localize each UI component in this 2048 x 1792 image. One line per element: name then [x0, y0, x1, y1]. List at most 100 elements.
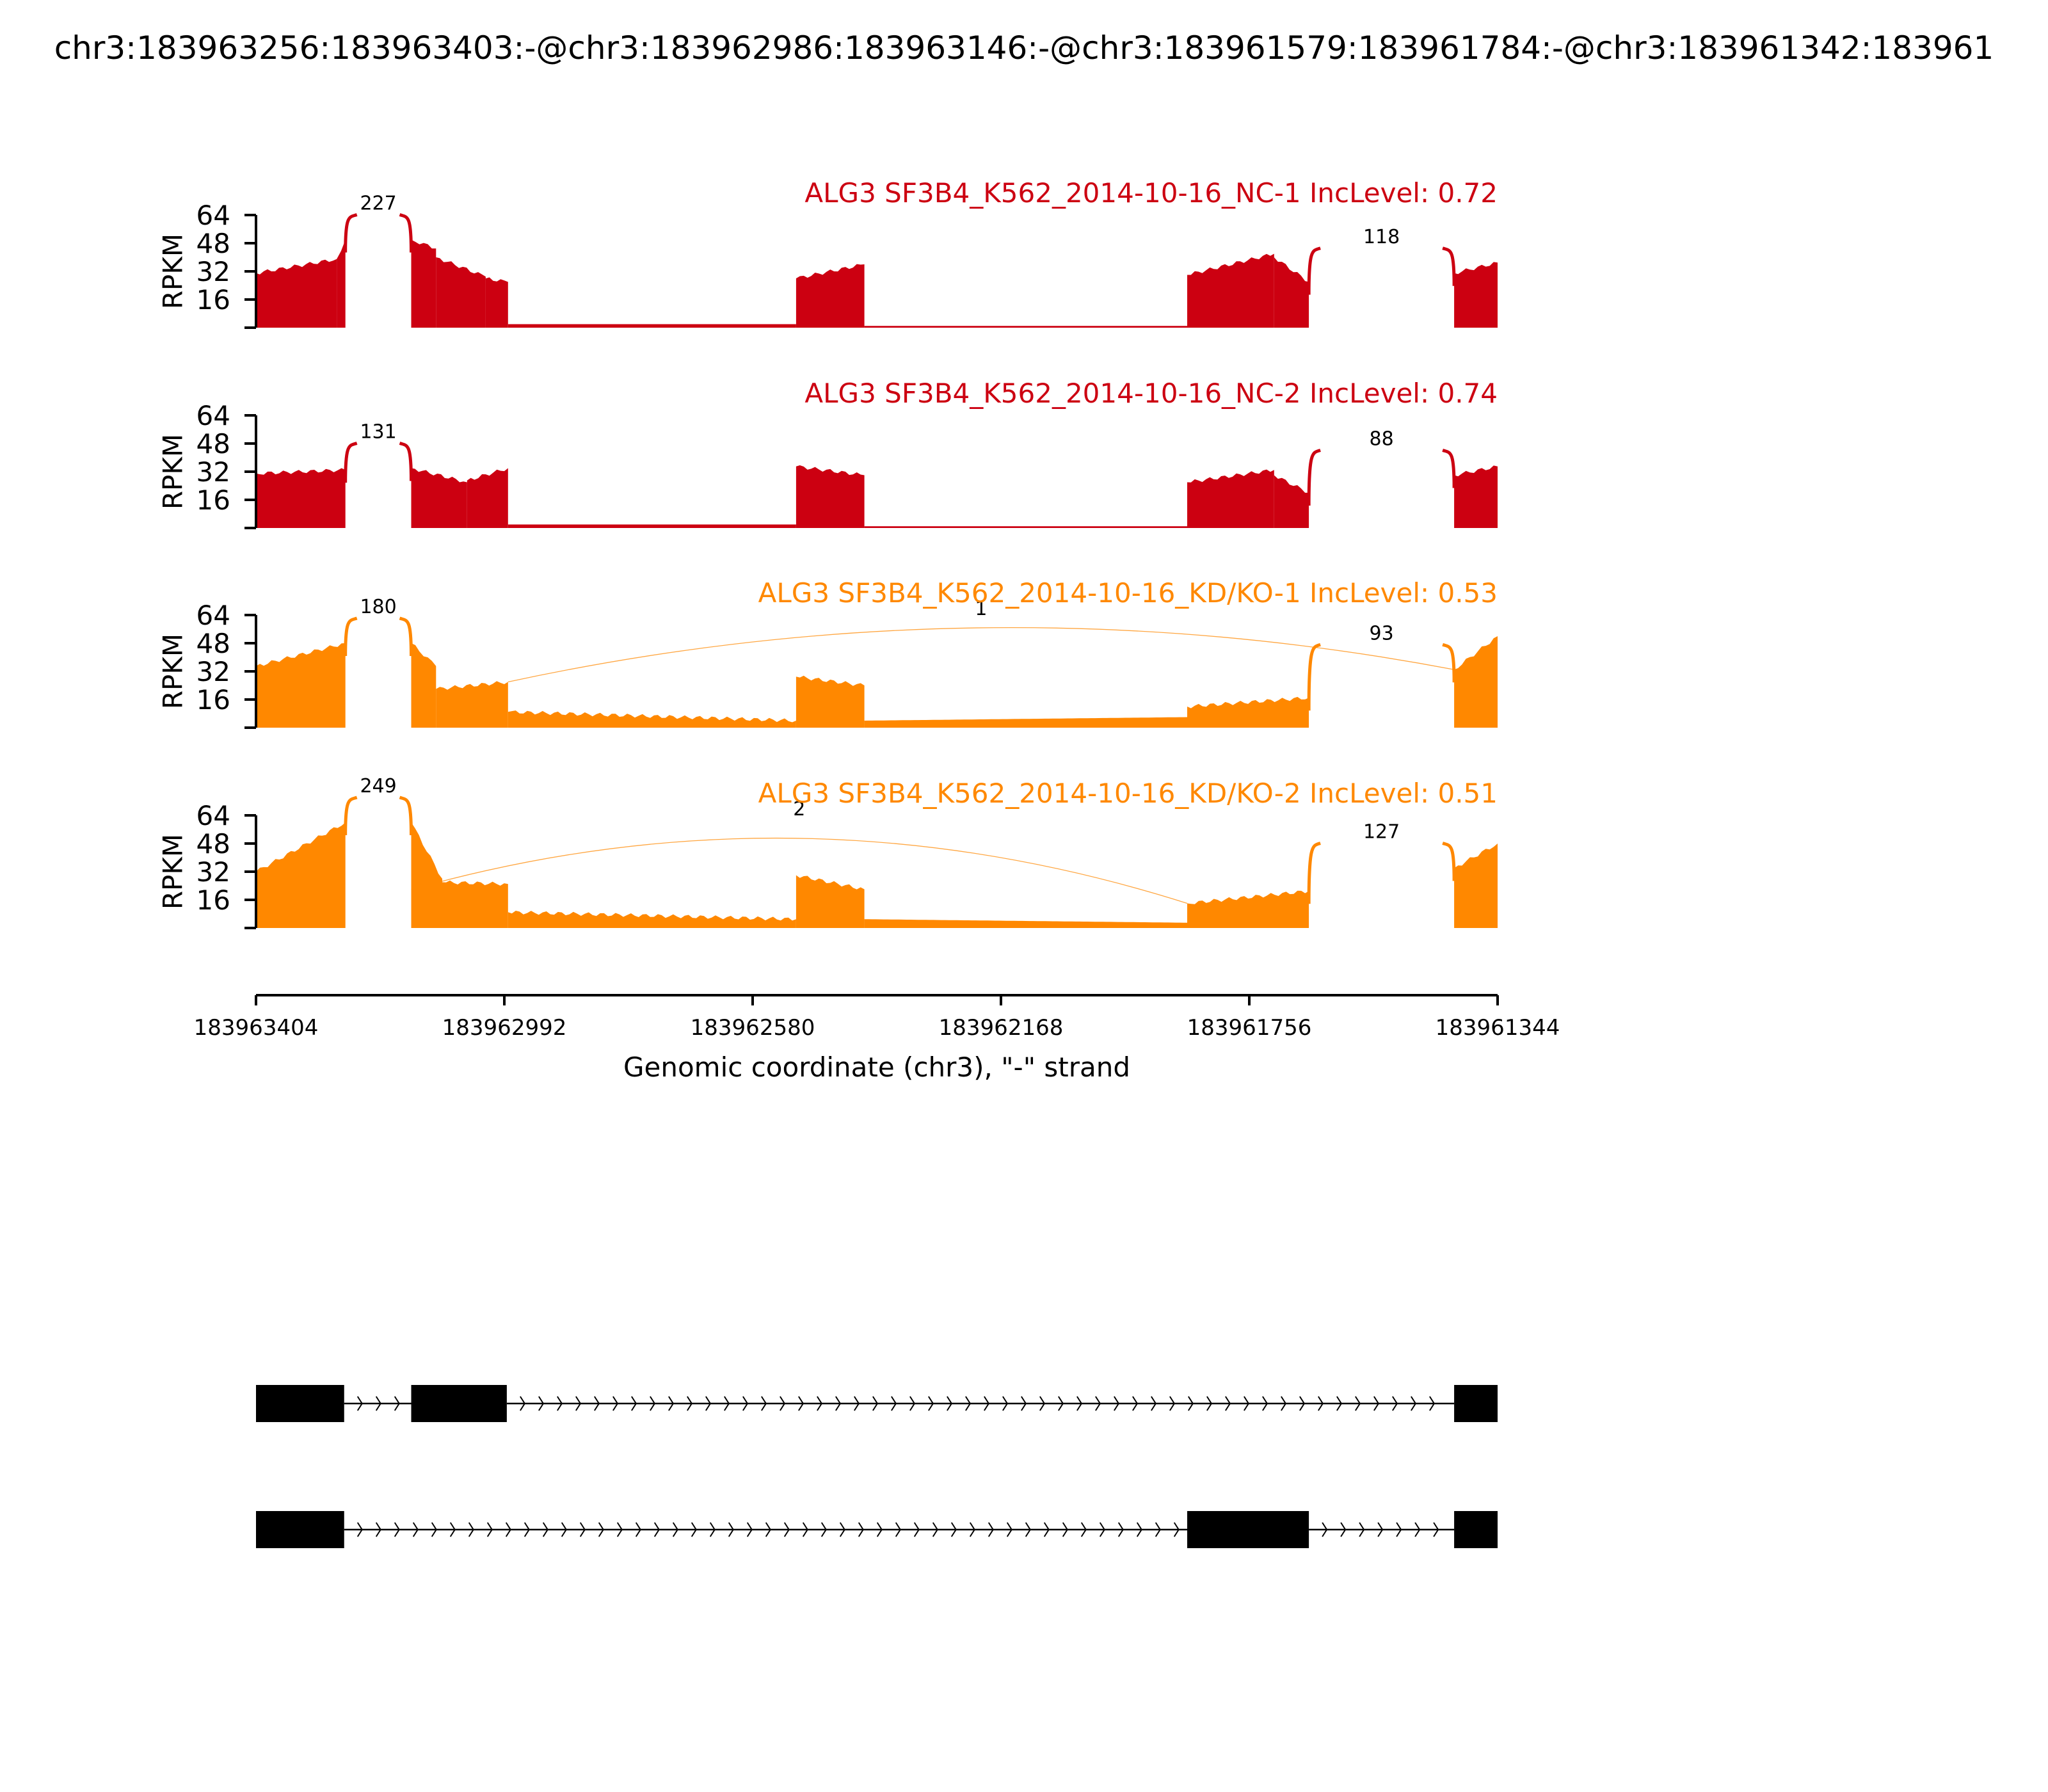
- y-tick-label: 16: [196, 684, 230, 716]
- junction-arc-long: [411, 837, 1188, 904]
- junction-arc: [1307, 449, 1321, 506]
- panel-label: ALG3 SF3B4_K562_2014-10-16_NC-1 IncLevel…: [804, 177, 1498, 209]
- y-tick-label: 48: [196, 428, 230, 460]
- isoform-track-1: [256, 1385, 1498, 1422]
- strand-arrow: [375, 1396, 381, 1411]
- strand-arrow: [1043, 1522, 1050, 1537]
- junction-count: 2: [793, 798, 805, 820]
- strand-arrow: [394, 1396, 400, 1411]
- y-tick-label: 48: [196, 228, 230, 259]
- coverage-segment: [508, 911, 796, 928]
- y-axis-label: RPKM: [157, 634, 189, 709]
- y-tick-label: 64: [196, 600, 230, 631]
- junction-count: 127: [1363, 821, 1400, 844]
- exon-block: [1454, 1511, 1498, 1548]
- coverage-segment: [256, 822, 346, 928]
- strand-arrow: [835, 1396, 842, 1411]
- coverage-segment: [411, 468, 467, 528]
- junction-arc: [344, 616, 358, 657]
- panel-label: ALG3 SF3B4_K562_2014-10-16_NC-2 IncLevel…: [804, 378, 1498, 409]
- strand-arrow: [1340, 1522, 1347, 1537]
- strand-arrow: [928, 1396, 934, 1411]
- strand-arrow: [932, 1522, 938, 1537]
- strand-arrow: [1099, 1522, 1105, 1537]
- strand-arrow: [724, 1396, 730, 1411]
- strand-arrow: [854, 1396, 860, 1411]
- strand-arrow: [356, 1522, 363, 1537]
- strand-arrow: [876, 1522, 883, 1537]
- strand-arrow: [1173, 1522, 1180, 1537]
- strand-arrow: [798, 1396, 804, 1411]
- strand-arrow: [1080, 1522, 1087, 1537]
- y-tick-label: 48: [196, 628, 230, 659]
- strand-arrow: [1062, 1522, 1068, 1537]
- strand-arrow: [524, 1522, 530, 1537]
- strand-arrow: [965, 1396, 972, 1411]
- strand-arrow: [1114, 1396, 1120, 1411]
- coverage-segment: [796, 675, 865, 728]
- strand-arrow: [1136, 1522, 1142, 1537]
- junction-arc: [399, 213, 413, 253]
- y-axis-label: RPKM: [157, 434, 189, 509]
- x-tick-label: 183961344: [1436, 1015, 1560, 1041]
- junction-arc: [344, 442, 358, 483]
- strand-arrow: [356, 1396, 363, 1411]
- strand-arrow: [631, 1396, 637, 1411]
- junction-count: 131: [360, 421, 396, 444]
- junction-arc: [344, 796, 358, 836]
- coverage-segment: [411, 643, 436, 728]
- y-tick-label: 16: [196, 284, 230, 316]
- strand-arrow: [1322, 1522, 1328, 1537]
- strand-arrow: [1206, 1396, 1213, 1411]
- strand-arrow: [594, 1396, 600, 1411]
- coverage-segment: [1187, 469, 1274, 528]
- junction-arc: [1307, 246, 1321, 295]
- strand-arrow: [765, 1522, 771, 1537]
- coverage-segment: [436, 681, 508, 728]
- panel-label: ALG3 SF3B4_K562_2014-10-16_KD/KO-2 IncLe…: [758, 778, 1498, 809]
- strand-arrow: [1377, 1522, 1384, 1537]
- strand-arrow: [913, 1522, 920, 1537]
- junction-arc: [1442, 643, 1456, 683]
- strand-arrow: [612, 1396, 619, 1411]
- strand-arrow: [1025, 1522, 1031, 1537]
- strand-arrow: [895, 1522, 901, 1537]
- strand-arrow: [705, 1396, 712, 1411]
- strand-arrow: [820, 1522, 827, 1537]
- strand-arrow: [505, 1522, 511, 1537]
- strand-arrow: [817, 1396, 823, 1411]
- strand-arrow: [1299, 1396, 1306, 1411]
- strand-arrow: [1132, 1396, 1139, 1411]
- strand-arrow: [1373, 1396, 1380, 1411]
- strand-arrow: [984, 1396, 990, 1411]
- coverage-segment: [796, 264, 865, 328]
- junction-arc: [344, 213, 358, 253]
- isoform-track-2: [256, 1511, 1498, 1548]
- coverage-segment: [1187, 253, 1274, 328]
- isoform-tracks: [256, 1385, 1498, 1548]
- strand-arrow: [1021, 1396, 1027, 1411]
- strand-arrow: [858, 1522, 864, 1537]
- coverage-segment: [864, 526, 1187, 528]
- y-tick-label: 64: [196, 400, 230, 431]
- strand-arrow: [1396, 1522, 1402, 1537]
- strand-arrow: [635, 1522, 641, 1537]
- junction-count: 93: [1370, 622, 1394, 644]
- exon-block: [256, 1385, 344, 1422]
- strand-arrow: [1392, 1396, 1398, 1411]
- y-tick-label: 16: [196, 884, 230, 916]
- strand-arrow: [1039, 1396, 1046, 1411]
- strand-arrow: [431, 1522, 437, 1537]
- x-axis: 183963404 183962992 183962580 183962168 1839…: [194, 994, 1560, 1083]
- coverage-segment: [796, 465, 865, 528]
- junction-arc: [399, 796, 413, 836]
- strand-arrow: [672, 1522, 678, 1537]
- x-tick-label: 183963404: [194, 1015, 319, 1041]
- strand-arrow: [1002, 1396, 1009, 1411]
- strand-arrow: [1225, 1396, 1231, 1411]
- strand-arrow: [1318, 1396, 1324, 1411]
- x-tick-label: 183962992: [442, 1015, 567, 1041]
- exon-block: [1454, 1385, 1498, 1422]
- coverage-segment: [256, 643, 346, 728]
